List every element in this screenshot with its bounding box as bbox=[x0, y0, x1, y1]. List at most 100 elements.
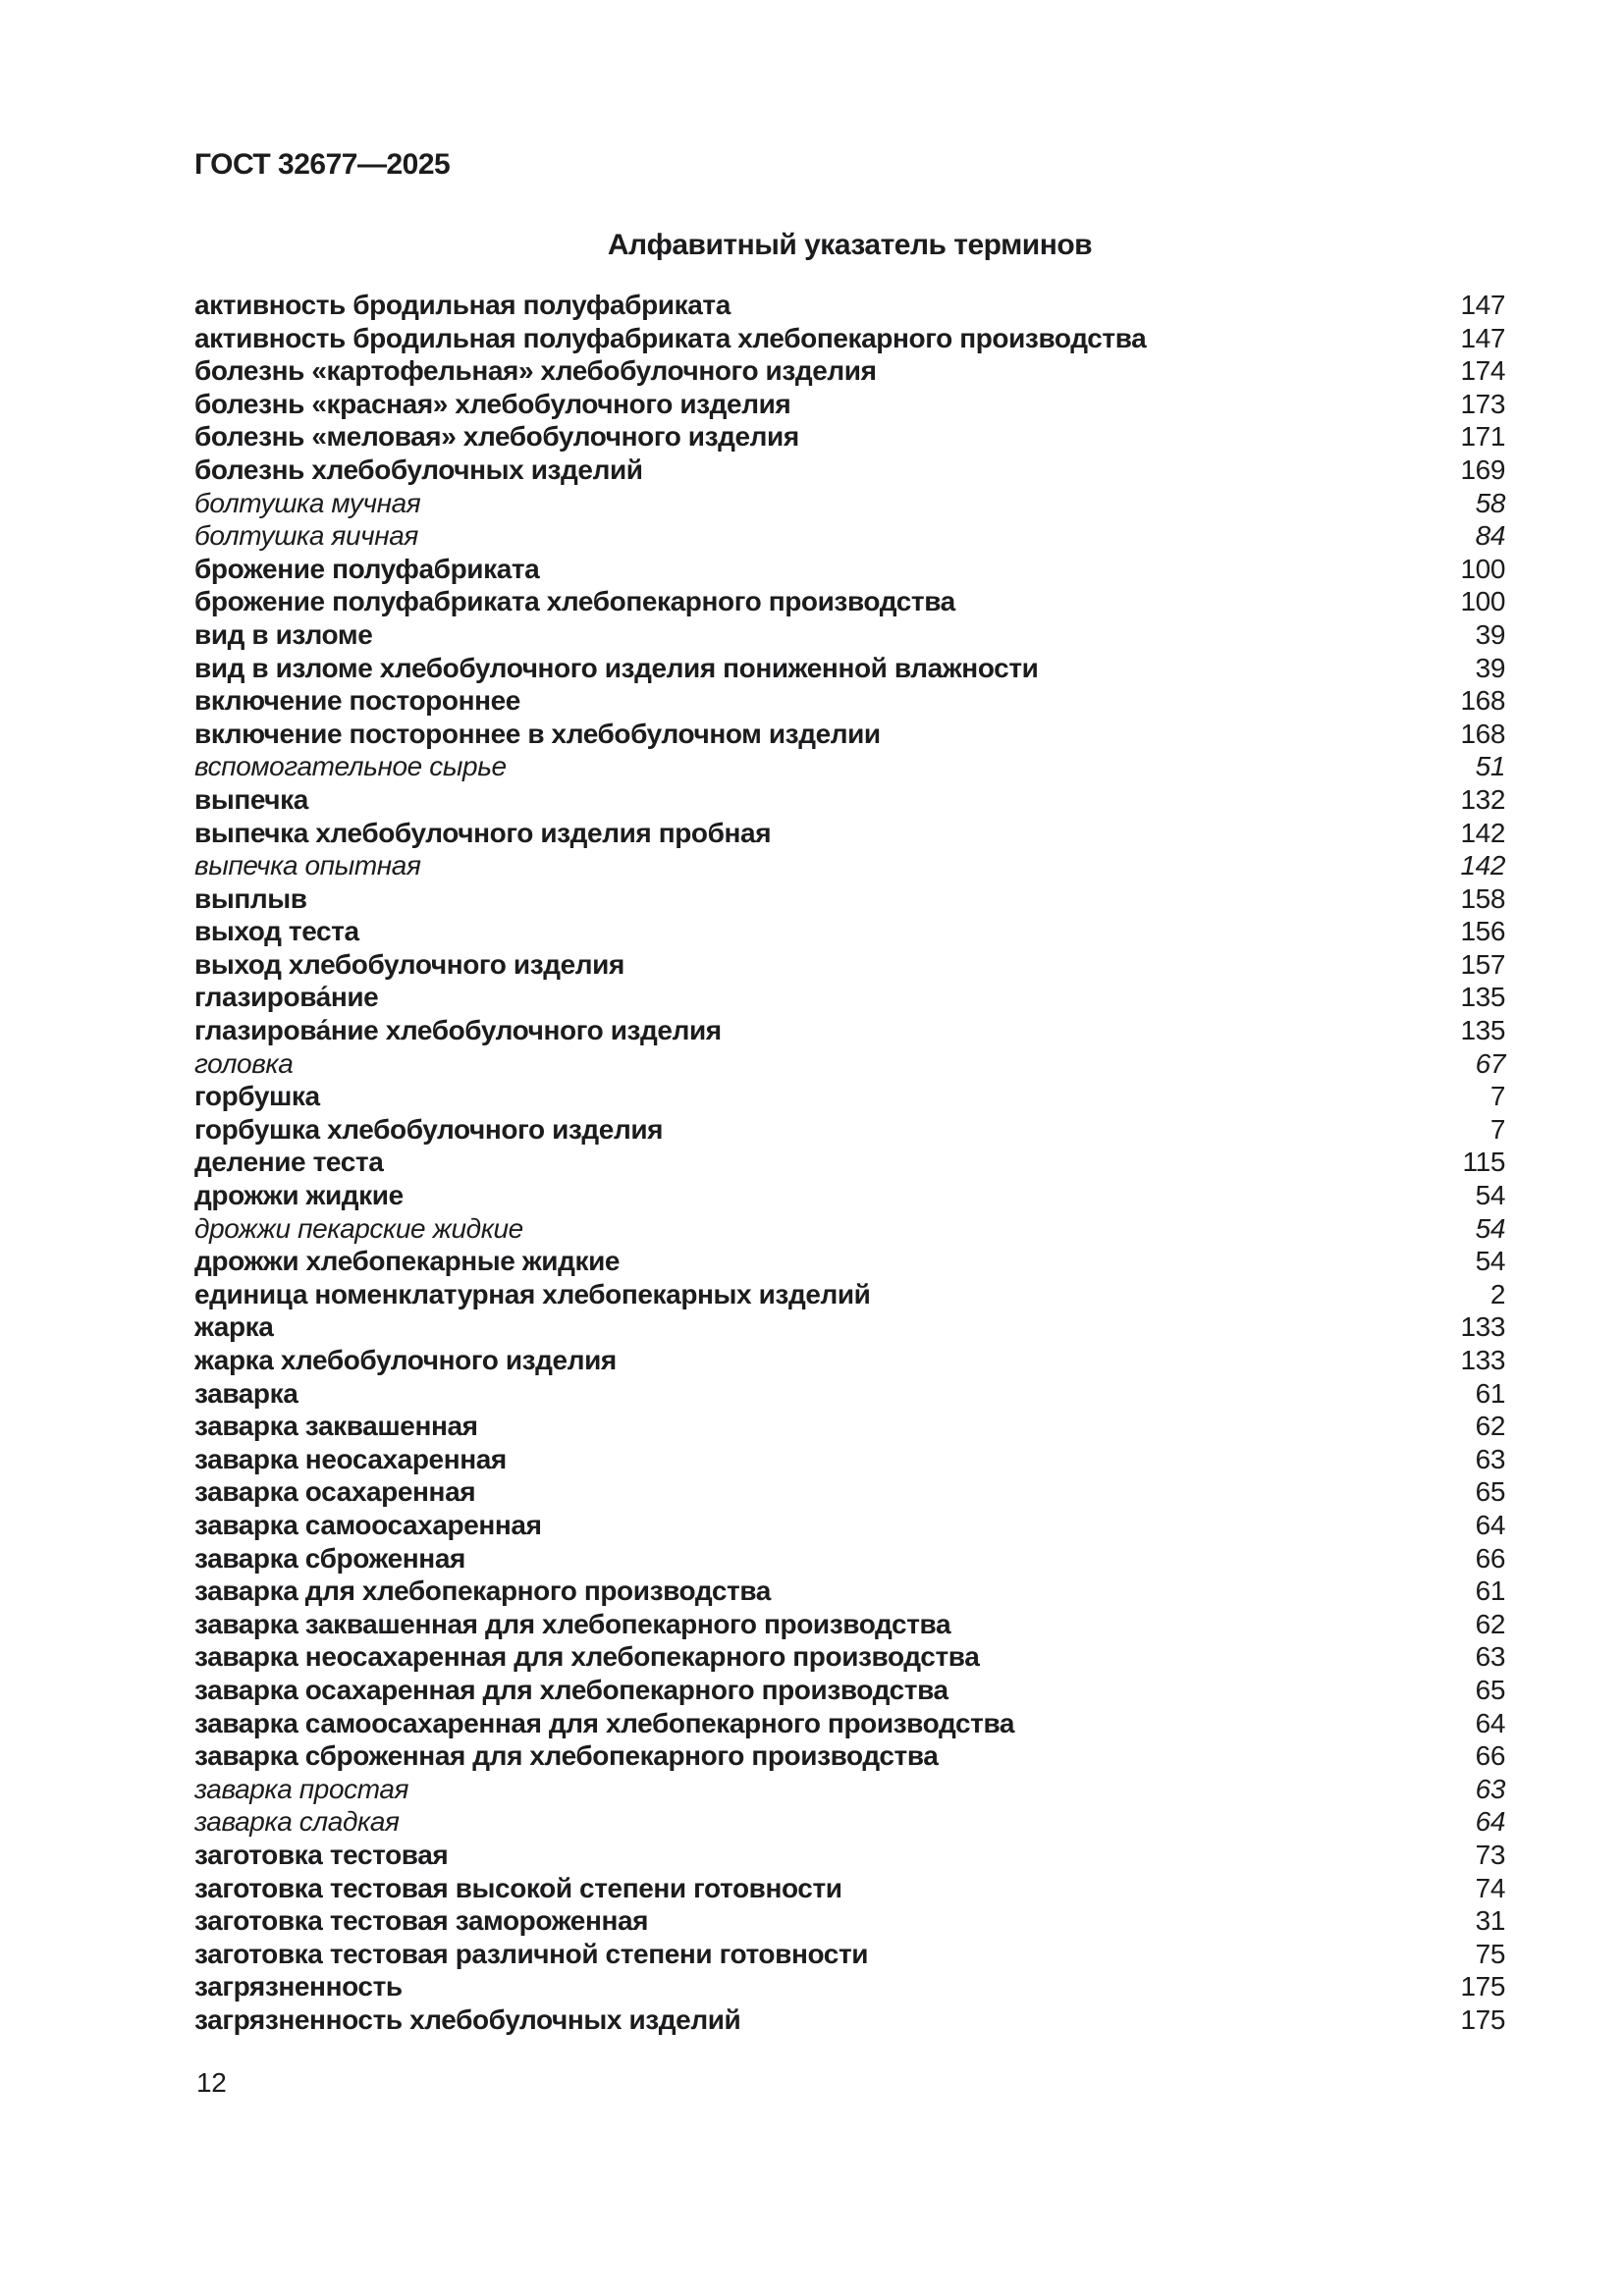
index-term: жарка хлебобулочного изделия bbox=[194, 1345, 617, 1375]
index-term: активность бродильная полуфабриката хлеб… bbox=[194, 322, 1147, 353]
index-entry-row: заварка самоосахаренная для хлебопекарно… bbox=[194, 1707, 1505, 1740]
index-page-number: 61 bbox=[1475, 1377, 1506, 1409]
index-term: заварка bbox=[194, 1377, 298, 1409]
index-entry-row: выход теста 156 bbox=[194, 915, 1505, 948]
index-term: глазирова́ние bbox=[194, 982, 379, 1013]
index-page-number: 63 bbox=[1475, 1641, 1506, 1673]
index-entry-row: вид в изломе хлебобулочного изделия пони… bbox=[194, 652, 1505, 685]
index-entry-row: активность бродильная полуфабриката хлеб… bbox=[194, 322, 1505, 355]
index-term: выпечка хлебобулочного изделия пробная bbox=[194, 817, 772, 848]
index-page-number: 64 bbox=[1475, 1707, 1506, 1738]
index-entry-row: выпечка опытная 142 bbox=[194, 849, 1505, 882]
index-term: дрожжи пекарские жидкие bbox=[194, 1212, 523, 1244]
index-page-number: 7 bbox=[1489, 1113, 1506, 1145]
index-page-number: 31 bbox=[1475, 1905, 1506, 1937]
index-entry-row: заготовка тестовая высокой степени готов… bbox=[194, 1872, 1505, 1905]
footer-page-number: 12 bbox=[196, 2067, 227, 2098]
index-term: заготовка тестовая различной степени гот… bbox=[194, 1938, 869, 1969]
index-term: заварка сброженная bbox=[194, 1542, 465, 1574]
index-term: болтушка яичная bbox=[194, 520, 418, 552]
index-page-number: 54 bbox=[1475, 1246, 1506, 1277]
index-page-number: 58 bbox=[1475, 487, 1506, 518]
index-page-number: 64 bbox=[1475, 1806, 1506, 1838]
index-term: болтушка мучная bbox=[194, 487, 421, 518]
index-entry-row: жарка хлебобулочного изделия 133 bbox=[194, 1344, 1505, 1377]
index-page-number: 168 bbox=[1460, 685, 1505, 717]
index-entry-row: заварка сброженная для хлебопекарного пр… bbox=[194, 1739, 1505, 1773]
index-term: заварка самоосахаренная для хлебопекарно… bbox=[194, 1707, 1015, 1738]
index-term: дрожжи жидкие bbox=[194, 1180, 404, 1211]
index-term: включение постороннее bbox=[194, 685, 520, 717]
index-entry-row: выпечка хлебобулочного изделия пробная 1… bbox=[194, 817, 1505, 850]
index-term: болезнь «красная» хлебобулочного изделия bbox=[194, 388, 791, 419]
index-term: заварка осахаренная для хлебопекарного п… bbox=[194, 1674, 948, 1705]
index-term: заготовка тестовая bbox=[194, 1839, 449, 1870]
index-term: заготовка тестовая высокой степени готов… bbox=[194, 1872, 842, 1903]
document-standard-number: ГОСТ 32677—2025 bbox=[194, 148, 451, 181]
index-entry-row: заготовка тестовая 73 bbox=[194, 1839, 1505, 1872]
index-page-number: 168 bbox=[1460, 718, 1505, 749]
index-page-number: 133 bbox=[1460, 1311, 1505, 1343]
index-term: выход теста bbox=[194, 916, 359, 947]
index-page-number: 157 bbox=[1460, 948, 1505, 980]
index-term: активность бродильная полуфабриката bbox=[194, 290, 731, 320]
index-entry-row: деление теста 115 bbox=[194, 1146, 1505, 1179]
index-page-number: 147 bbox=[1460, 322, 1505, 353]
index-entry-row: болтушка мучная 58 bbox=[194, 487, 1505, 520]
index-term: заварка для хлебопекарного производства bbox=[194, 1575, 771, 1607]
index-term: заварка сброженная для хлебопекарного пр… bbox=[194, 1740, 939, 1772]
index-page-number: 115 bbox=[1462, 1147, 1506, 1178]
index-page-number: 132 bbox=[1460, 783, 1505, 815]
index-term: заварка неосахаренная для хлебопекарного… bbox=[194, 1641, 980, 1673]
alphabetical-index-list: активность бродильная полуфабриката 147 … bbox=[194, 289, 1505, 2036]
index-entry-row: выплыв 158 bbox=[194, 882, 1505, 916]
index-entry-row: заварка для хлебопекарного производства … bbox=[194, 1575, 1505, 1608]
index-entry-row: горбушка 7 bbox=[194, 1080, 1505, 1113]
index-term: деление теста bbox=[194, 1147, 384, 1178]
index-entry-row: дрожжи хлебопекарные жидкие 54 bbox=[194, 1245, 1505, 1278]
index-page-number: 135 bbox=[1460, 1015, 1505, 1046]
index-entry-row: дрожжи пекарские жидкие 54 bbox=[194, 1212, 1505, 1246]
index-term: заварка простая bbox=[194, 1773, 409, 1804]
index-term: выпечка bbox=[194, 783, 308, 815]
index-page-number: 51 bbox=[1475, 751, 1506, 782]
index-entry-row: болезнь хлебобулочных изделий 169 bbox=[194, 454, 1505, 487]
index-term: брожение полуфабриката bbox=[194, 553, 540, 584]
index-term: дрожжи хлебопекарные жидкие bbox=[194, 1246, 621, 1277]
index-entry-row: глазирова́ние хлебобулочного изделия 135 bbox=[194, 1014, 1505, 1047]
index-entry-row: заварка неосахаренная для хлебопекарного… bbox=[194, 1640, 1505, 1674]
index-term: болезнь хлебобулочных изделий bbox=[194, 454, 643, 485]
index-entry-row: заварка осахаренная для хлебопекарного п… bbox=[194, 1674, 1505, 1707]
index-page-number: 7 bbox=[1489, 1081, 1506, 1112]
index-term: включение постороннее в хлебобулочном из… bbox=[194, 718, 881, 749]
index-page-number: 67 bbox=[1475, 1047, 1506, 1079]
index-page-number: 175 bbox=[1460, 1971, 1505, 2002]
index-page-number: 54 bbox=[1475, 1212, 1506, 1244]
index-page-number: 147 bbox=[1460, 290, 1505, 320]
index-term: выплыв bbox=[194, 882, 307, 914]
index-page-number: 66 bbox=[1475, 1542, 1506, 1574]
index-term: болезнь «картофельная» хлебобулочного из… bbox=[194, 355, 877, 387]
index-entry-row: заварка самоосахаренная 64 bbox=[194, 1509, 1505, 1542]
index-term: выход хлебобулочного изделия bbox=[194, 948, 624, 980]
index-page-number: 63 bbox=[1475, 1443, 1506, 1474]
index-term: вид в изломе bbox=[194, 618, 373, 650]
index-entry-row: заварка простая 63 bbox=[194, 1773, 1505, 1806]
index-term: горбушка хлебобулочного изделия bbox=[194, 1113, 664, 1145]
index-entry-row: брожение полуфабриката 100 bbox=[194, 553, 1505, 586]
index-entry-row: загрязненность 175 bbox=[194, 1970, 1505, 2003]
index-entry-row: выпечка 132 bbox=[194, 783, 1505, 817]
index-page-number: 61 bbox=[1475, 1575, 1506, 1607]
index-page-number: 65 bbox=[1475, 1476, 1506, 1508]
index-entry-row: заварка сброженная 66 bbox=[194, 1542, 1505, 1575]
index-page-number: 142 bbox=[1460, 850, 1505, 881]
index-page-number: 64 bbox=[1475, 1509, 1506, 1540]
index-page-number: 65 bbox=[1475, 1674, 1506, 1705]
index-entry-row: включение постороннее 168 bbox=[194, 684, 1505, 718]
index-page-number: 142 bbox=[1460, 817, 1505, 848]
index-entry-row: болезнь «картофельная» хлебобулочного из… bbox=[194, 354, 1505, 388]
index-term: брожение полуфабриката хлебопекарного пр… bbox=[194, 586, 955, 617]
index-term: единица номенклатурная хлебопекарных изд… bbox=[194, 1278, 871, 1309]
index-term: заварка неосахаренная bbox=[194, 1443, 507, 1474]
